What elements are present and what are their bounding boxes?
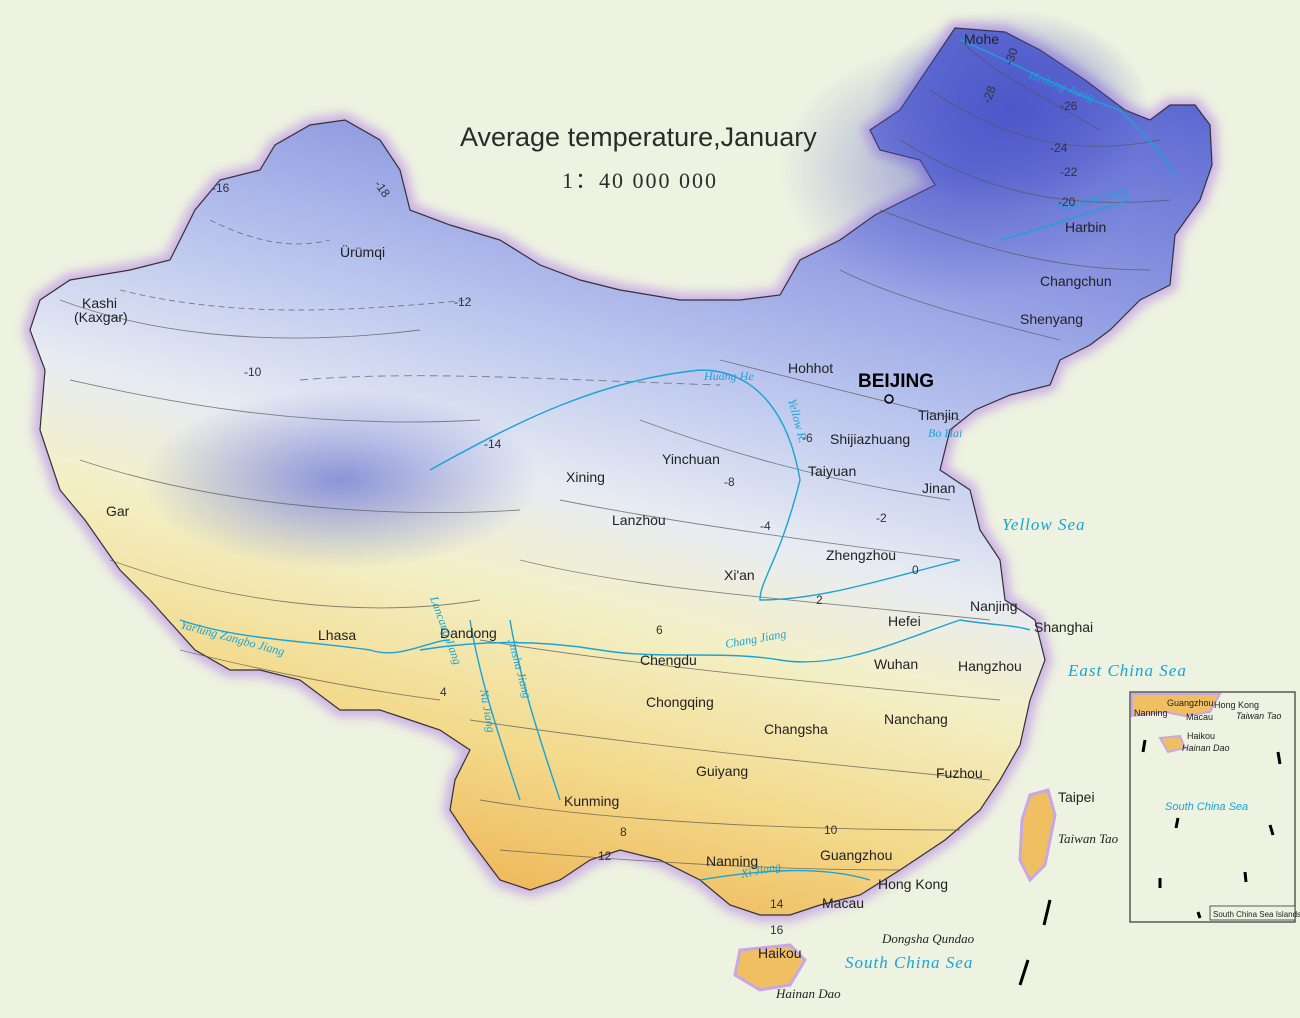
capital-label: BEIJING [858,371,934,392]
city-guangzhou: Guangzhou [820,847,892,863]
inset-mainland [1131,693,1222,718]
iso-label-6: 6 [656,623,663,637]
iso-label-2: 2 [816,593,823,607]
city-mohe: Mohe [964,31,999,47]
iso-label-0: 0 [912,563,919,577]
iso-label-minus10: -10 [244,365,262,379]
city-shijiazhuang: Shijiazhuang [830,431,910,447]
taiwan-island [1018,788,1057,883]
isotherm-value-labels: -30 -28 -26 -24 -22 -20 -18 -16 -14 -12 … [212,46,1078,937]
iso-label-minus4: -4 [760,519,771,533]
city-hangzhou: Hangzhou [958,658,1022,674]
city-urumqi: Ürümqi [340,243,385,260]
city-kaxgar: (Kaxgar) [74,309,128,325]
city-haikou: Haikou [758,945,802,961]
city-gar: Gar [106,503,130,519]
inset-boundary-dashes [1141,739,1282,919]
country-shape [22,10,1220,922]
city-macau: Macau [822,895,864,911]
inset-macau: Macau [1186,712,1213,722]
iso-label-minus28: -28 [980,84,999,105]
inset-frame [1129,691,1296,923]
city-shanghai: Shanghai [1034,619,1093,635]
city-lhasa: Lhasa [318,627,356,643]
iso-label-minus22: -22 [1060,165,1078,179]
iso-label-minus20: -20 [1058,195,1076,209]
city-taiyuan: Taiyuan [808,463,856,479]
city-chongqing: Chongqing [646,694,714,710]
label-hainan-dao: Hainan Dao [775,986,841,1001]
label-east-china-sea: East China Sea [1067,661,1187,680]
iso-label-minus12: -12 [454,295,472,309]
city-labels: Mohe Harbin Changchun Shenyang Hohhot Ti… [74,31,1112,961]
iso-label-16: 16 [770,923,784,937]
inset-taiwan-tao: Taiwan Tao [1236,711,1281,721]
inset-haikou: Haikou [1187,731,1215,741]
map-title: Average temperature,January [460,122,817,152]
inset-hainan-dao: Hainan Dao [1182,743,1230,753]
iso-label-minus16: -16 [212,181,230,195]
capital-marker [884,394,894,404]
label-huang-he: Huang He [703,369,754,383]
city-yinchuan: Yinchuan [662,451,720,467]
iso-label-4: 4 [440,685,447,699]
map-scale: 1：40 000 000 [562,168,718,193]
inset-caption: South China Sea Islands [1213,910,1300,919]
city-shenyang: Shenyang [1020,311,1083,327]
city-zhengzhou: Zhengzhou [826,547,896,563]
label-dongsha-qundao: Dongsha Qundao [881,931,975,946]
city-hongkong: Hong Kong [878,876,948,892]
iso-label-10: 10 [824,823,838,837]
city-guiyang: Guiyang [696,763,748,779]
city-tianjin: Tianjin [918,407,959,423]
city-nanjing: Nanjing [970,598,1017,614]
isotherm-lines [59,39,1171,871]
city-lanzhou: Lanzhou [612,512,666,528]
city-harbin: Harbin [1065,219,1106,235]
city-kunming: Kunming [564,793,619,809]
city-xining: Xining [566,469,605,485]
city-taipei: Taipei [1058,789,1095,805]
city-wuhan: Wuhan [874,656,918,672]
city-chengdu: Chengdu [640,652,697,668]
label-south-china-sea: South China Sea [845,953,973,972]
inset-south-china-sea-label: South China Sea [1165,801,1248,813]
iso-label-minus2: -2 [876,511,887,525]
inset-hongkong: Hong Kong [1214,700,1259,710]
inset-nanning: Nanning [1134,708,1168,718]
inset-hainan [1158,734,1187,754]
iso-label-14: 14 [770,897,784,911]
iso-label-8: 8 [620,825,627,839]
inset-guangzhou: Guangzhou [1167,698,1214,708]
inset-caption-box [1209,905,1296,921]
iso-label-minus24: -24 [1050,141,1068,155]
city-hohhot: Hohhot [788,360,833,376]
iso-label-minus8: -8 [724,475,735,489]
city-dandong: Dandong [440,625,497,641]
iso-label-minus14: -14 [484,437,502,451]
city-fuzhou: Fuzhou [936,765,983,781]
city-xian: Xi'an [724,567,755,583]
iso-label-minus6: -6 [802,431,813,445]
inset-south-china-sea: Guangzhou Hong Kong Nanning Macau Haikou… [1129,691,1300,923]
city-hefei: Hefei [888,613,921,629]
iso-label-minus26: -26 [1060,99,1078,113]
label-yellow-sea: Yellow Sea [1002,515,1086,534]
city-jinan: Jinan [922,480,955,496]
city-changsha: Changsha [764,721,828,737]
label-bo-hai: Bo Hai [928,426,962,440]
rivers [179,39,1176,881]
city-nanchang: Nanchang [884,711,948,727]
city-nanning: Nanning [706,853,758,869]
sea-boundary-dashes [1018,899,1052,986]
label-taiwan-tao: Taiwan Tao [1058,831,1119,846]
hainan-island [733,943,807,992]
city-changchun: Changchun [1040,273,1112,289]
iso-label-minus30: -30 [1002,46,1021,67]
iso-label-12: 12 [598,849,612,863]
city-kashi: Kashi [82,295,117,311]
